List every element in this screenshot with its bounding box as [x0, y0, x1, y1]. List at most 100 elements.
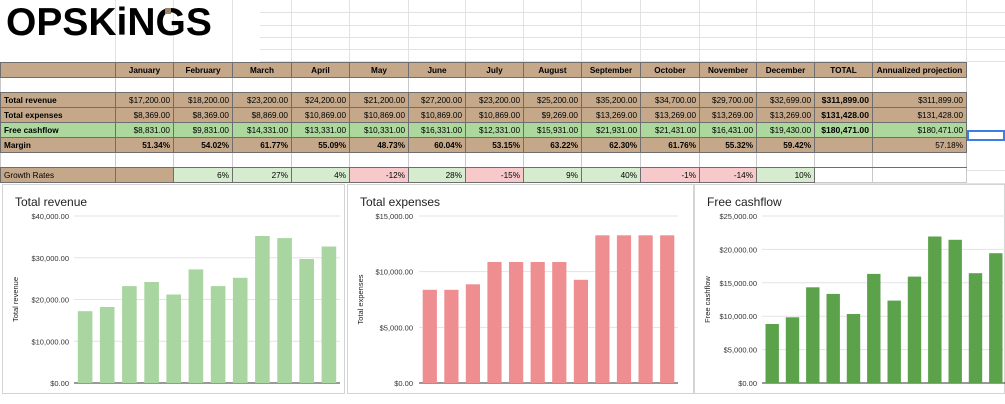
column-header[interactable]: June — [408, 62, 466, 78]
growth-cell[interactable] — [115, 167, 174, 183]
revenue-bar[interactable] — [166, 294, 181, 384]
empty-cell[interactable] — [115, 77, 174, 93]
empty-cell[interactable] — [523, 152, 582, 168]
cashflow-bar[interactable] — [989, 253, 1003, 383]
row-label[interactable]: Margin — [0, 137, 116, 153]
table-cell[interactable]: $21,200.00 — [349, 92, 409, 108]
table-cell[interactable]: $13,269.00 — [640, 107, 700, 123]
expenses-bar[interactable] — [509, 262, 524, 383]
table-cell[interactable]: $13,269.00 — [699, 107, 757, 123]
column-header[interactable]: October — [640, 62, 700, 78]
table-cell[interactable]: $8,369.00 — [173, 107, 233, 123]
table-cell[interactable]: $16,331.00 — [408, 122, 466, 138]
expenses-bar[interactable] — [616, 235, 632, 383]
total-cell[interactable]: $311,899.00 — [814, 92, 873, 108]
column-header[interactable]: February — [173, 62, 233, 78]
empty-cell[interactable] — [814, 77, 873, 93]
growth-cell[interactable]: 28% — [408, 167, 466, 183]
cashflow-bar[interactable] — [948, 239, 962, 383]
total-cell[interactable] — [814, 137, 873, 153]
column-header[interactable]: March — [232, 62, 292, 78]
expenses-bar[interactable] — [552, 262, 567, 383]
revenue-bar[interactable] — [232, 277, 248, 383]
expenses-bar[interactable] — [422, 289, 437, 383]
expenses-bar[interactable] — [444, 289, 459, 383]
table-cell[interactable]: 55.09% — [291, 137, 350, 153]
empty-cell[interactable] — [232, 152, 292, 168]
column-header[interactable]: May — [349, 62, 409, 78]
table-cell[interactable]: $21,931.00 — [581, 122, 641, 138]
growth-cell[interactable]: 10% — [756, 167, 815, 183]
table-cell[interactable]: 54.02% — [173, 137, 233, 153]
table-cell[interactable]: $24,200.00 — [291, 92, 350, 108]
revenue-chart[interactable]: Total revenue $0.00 $10,000.00 $20,000.00 $… — [2, 184, 345, 394]
growth-cell[interactable]: 6% — [173, 167, 233, 183]
table-cell[interactable]: $10,331.00 — [349, 122, 409, 138]
table-cell[interactable]: $23,200.00 — [465, 92, 524, 108]
empty-cell[interactable] — [173, 77, 233, 93]
empty-cell[interactable] — [115, 152, 174, 168]
table-cell[interactable]: $8,869.00 — [232, 107, 292, 123]
expenses-bar[interactable] — [595, 235, 610, 383]
cashflow-bar[interactable] — [765, 324, 779, 383]
empty-cell[interactable] — [581, 77, 641, 93]
table-cell[interactable]: 51.34% — [115, 137, 174, 153]
table-cell[interactable]: $18,200.00 — [173, 92, 233, 108]
empty-cell[interactable] — [291, 152, 350, 168]
table-cell[interactable]: $27,200.00 — [408, 92, 466, 108]
row-label[interactable]: Free cashflow — [0, 122, 116, 138]
empty-cell[interactable] — [465, 152, 524, 168]
empty-cell[interactable] — [465, 77, 524, 93]
column-header[interactable]: January — [115, 62, 174, 78]
empty-cell[interactable] — [640, 152, 700, 168]
empty-cell[interactable] — [173, 152, 233, 168]
empty-cell[interactable] — [408, 152, 466, 168]
expenses-bar[interactable] — [573, 279, 588, 383]
column-header[interactable]: December — [756, 62, 815, 78]
growth-cell[interactable]: -12% — [349, 167, 409, 183]
expenses-bar[interactable] — [487, 262, 502, 383]
empty-cell[interactable] — [756, 152, 815, 168]
table-cell[interactable]: $9,269.00 — [523, 107, 582, 123]
growth-cell[interactable]: 4% — [291, 167, 350, 183]
cashflow-bar[interactable] — [846, 314, 861, 383]
expenses-chart[interactable]: Total expenses $0.00 $5,000.00 $10,000.00 $… — [347, 184, 694, 394]
empty-cell[interactable] — [581, 152, 641, 168]
revenue-bar[interactable] — [299, 259, 314, 383]
revenue-bar[interactable] — [99, 307, 115, 383]
table-cell[interactable]: $23,200.00 — [232, 92, 292, 108]
table-cell[interactable]: $29,700.00 — [699, 92, 757, 108]
column-header[interactable] — [0, 62, 116, 78]
table-cell[interactable]: $13,269.00 — [756, 107, 815, 123]
table-cell[interactable]: $13,331.00 — [291, 122, 350, 138]
table-cell[interactable]: 48.73% — [349, 137, 409, 153]
projection-cell[interactable]: $311,899.00 — [872, 92, 967, 108]
empty-cell[interactable] — [699, 152, 757, 168]
cashflow-chart[interactable]: Free cashflow $0.00 $5,000.00 $10,000.00 $1… — [694, 184, 1005, 394]
table-cell[interactable]: $25,200.00 — [523, 92, 582, 108]
table-cell[interactable]: $10,869.00 — [349, 107, 409, 123]
empty-cell[interactable] — [814, 152, 873, 168]
growth-cell[interactable]: -15% — [465, 167, 524, 183]
table-cell[interactable]: 62.30% — [581, 137, 641, 153]
empty-cell[interactable] — [349, 152, 409, 168]
empty-cell[interactable] — [640, 77, 700, 93]
table-cell[interactable]: $15,931.00 — [523, 122, 582, 138]
table-cell[interactable]: $12,331.00 — [465, 122, 524, 138]
table-cell[interactable]: $16,431.00 — [699, 122, 757, 138]
cashflow-bar[interactable] — [806, 287, 820, 383]
empty-cell[interactable] — [349, 77, 409, 93]
projection-cell[interactable]: $180,471.00 — [872, 122, 967, 138]
cashflow-bar[interactable] — [826, 293, 840, 383]
total-cell[interactable]: $180,471.00 — [814, 122, 873, 138]
column-header[interactable]: August — [523, 62, 582, 78]
cashflow-bar[interactable] — [968, 273, 983, 383]
growth-cell[interactable]: 9% — [523, 167, 582, 183]
revenue-bar[interactable] — [122, 286, 137, 383]
empty-cell[interactable] — [232, 77, 292, 93]
growth-cell[interactable]: -14% — [699, 167, 757, 183]
empty-cell[interactable] — [408, 77, 466, 93]
revenue-bar[interactable] — [210, 286, 226, 383]
table-cell[interactable]: 59.42% — [756, 137, 815, 153]
revenue-bar[interactable] — [144, 282, 159, 383]
